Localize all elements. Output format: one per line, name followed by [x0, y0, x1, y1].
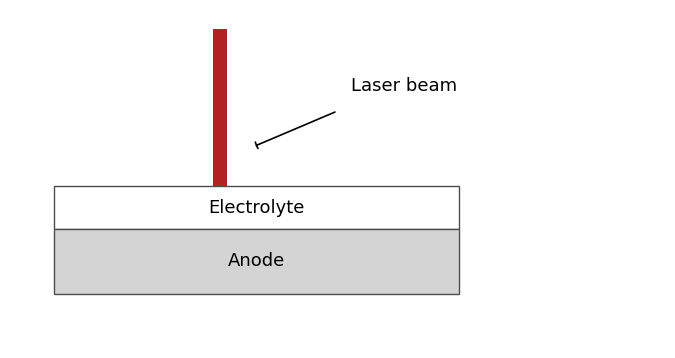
- Bar: [54, 186, 459, 229]
- Bar: [213, 29, 227, 186]
- Text: Laser beam: Laser beam: [351, 77, 457, 95]
- Text: Anode: Anode: [228, 252, 285, 270]
- Bar: [54, 229, 459, 294]
- Text: Electrolyte: Electrolyte: [209, 199, 304, 217]
